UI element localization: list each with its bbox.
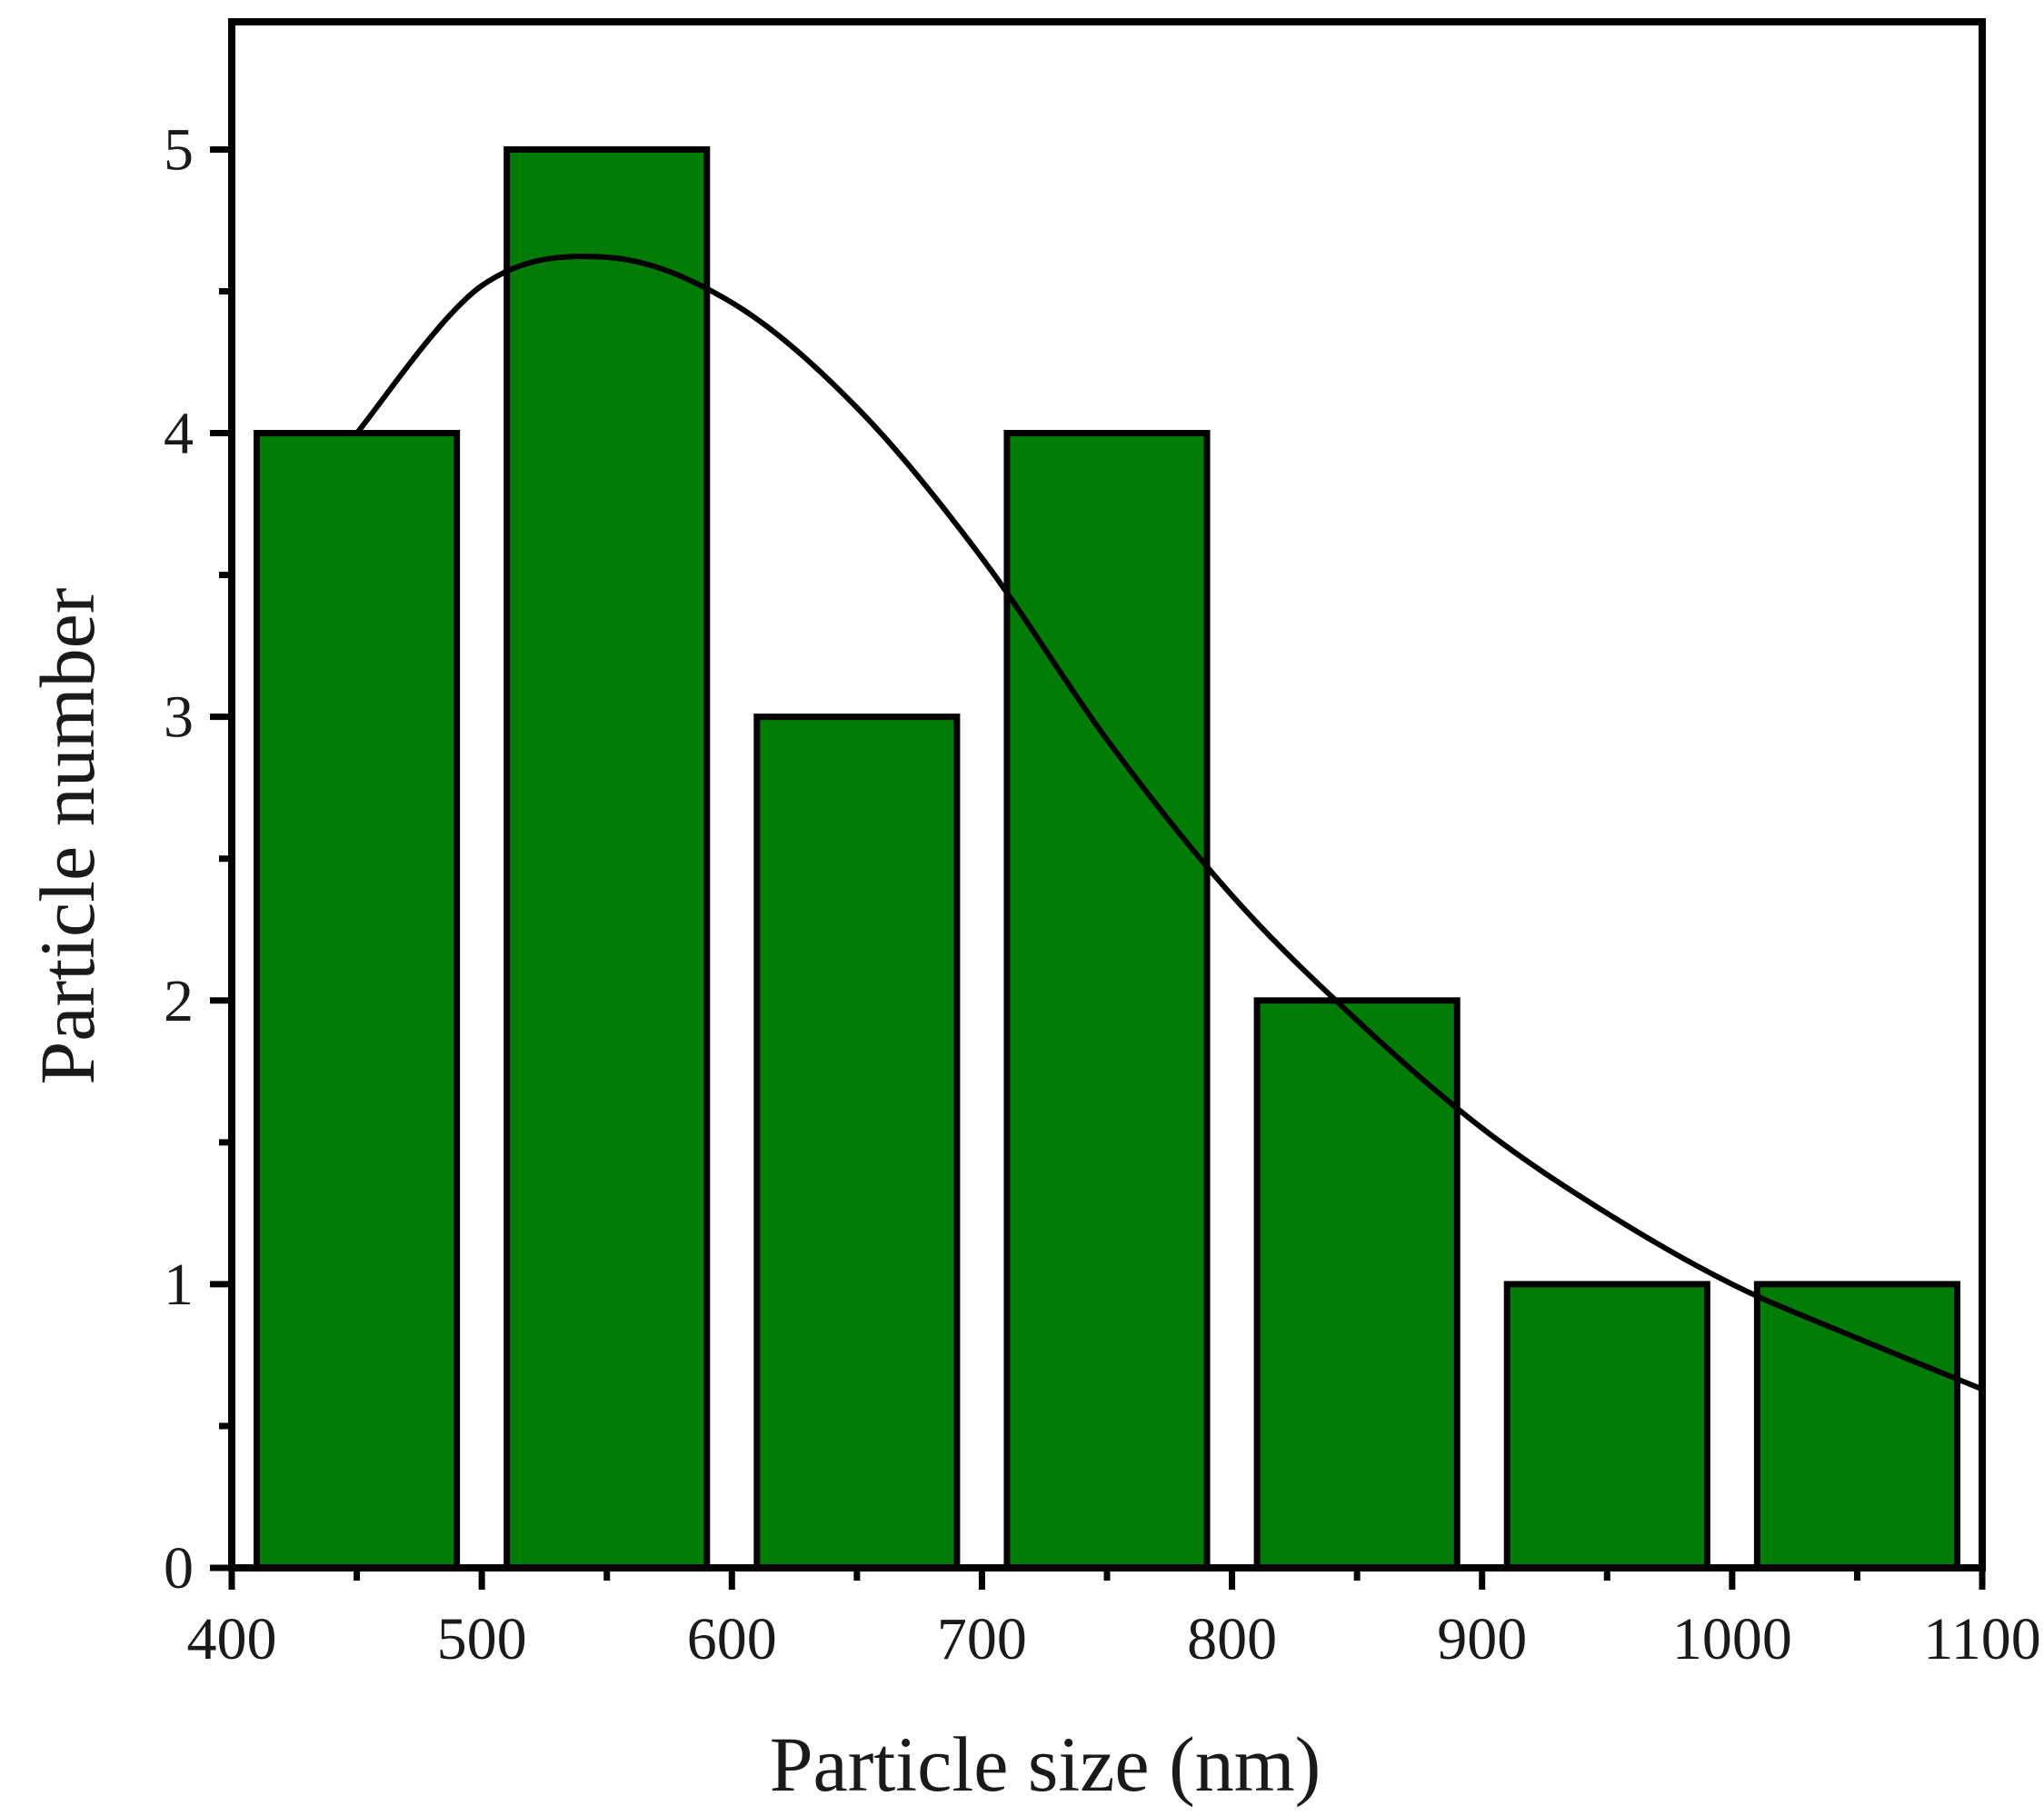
x-tick-label: 600 bbox=[687, 1606, 777, 1672]
y-tick-label: 2 bbox=[164, 968, 194, 1034]
x-tick-label: 500 bbox=[437, 1606, 527, 1672]
x-tick-label: 900 bbox=[1437, 1606, 1527, 1672]
axes-layer: 400 500 600 700 800 900 1000 1100 0 1 2 3 4 5 bbox=[164, 18, 2041, 1672]
x-tick-label: 1100 bbox=[1923, 1606, 2041, 1672]
y-tick-label: 3 bbox=[164, 684, 194, 751]
histogram-bar bbox=[1503, 1281, 1710, 1572]
y-tick-label: 0 bbox=[164, 1535, 194, 1601]
histogram-bar bbox=[1753, 1281, 1960, 1572]
x-tick-label: 400 bbox=[187, 1606, 277, 1672]
x-axis-title: Particle size (nm) bbox=[770, 1721, 1321, 1808]
x-tick-label: 700 bbox=[937, 1606, 1027, 1672]
y-axis-title: Particle number bbox=[24, 588, 111, 1085]
fit-curve-layer bbox=[354, 254, 1985, 1392]
histogram-bar bbox=[753, 713, 961, 1572]
bars-layer bbox=[254, 145, 1960, 1572]
histogram-bar bbox=[504, 145, 711, 1572]
histogram-bar bbox=[254, 430, 461, 1572]
x-tick-label: 800 bbox=[1187, 1606, 1277, 1672]
histogram-bar bbox=[1253, 997, 1461, 1572]
fit-curve bbox=[354, 254, 1985, 1392]
x-tick-label: 1000 bbox=[1672, 1606, 1792, 1672]
histogram-bar bbox=[1003, 430, 1211, 1572]
y-tick-label: 1 bbox=[164, 1252, 194, 1318]
y-tick-label: 4 bbox=[164, 401, 194, 467]
y-tick-label: 5 bbox=[164, 116, 194, 183]
